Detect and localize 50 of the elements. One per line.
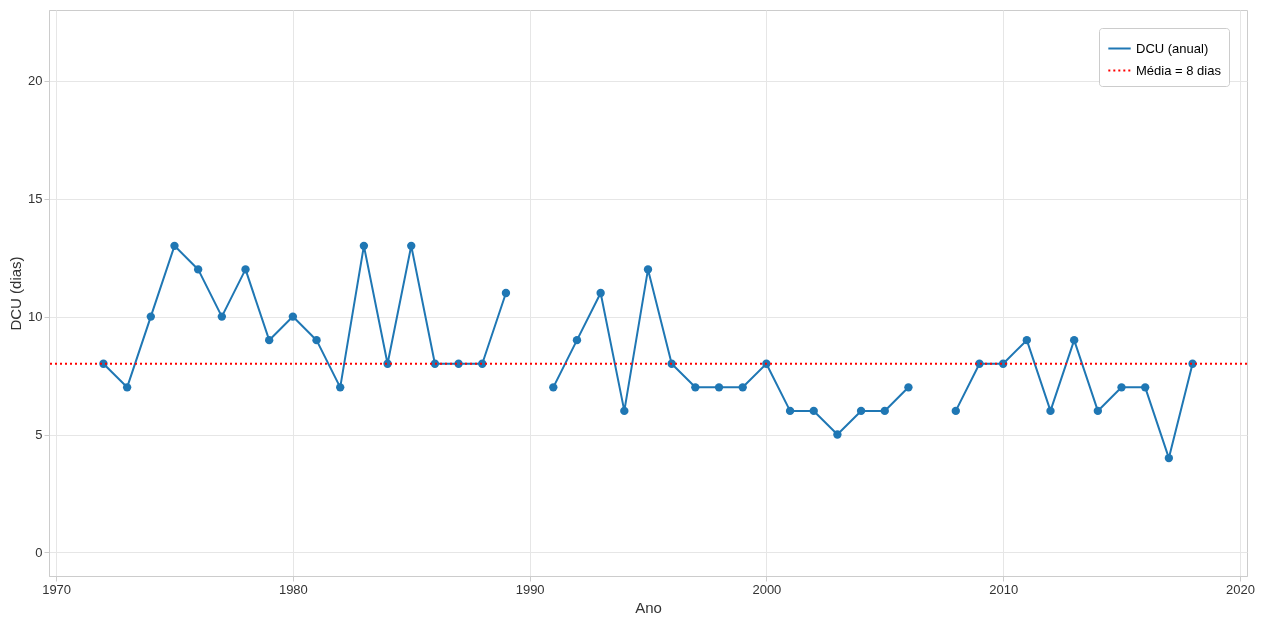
point: [549, 383, 558, 392]
point: [904, 383, 913, 392]
y-tick-label: 15: [28, 191, 43, 207]
point: [1046, 406, 1055, 416]
x-tick-label: 2020: [1225, 581, 1255, 597]
point: [217, 312, 227, 321]
x-tick-label: 2000: [752, 581, 782, 597]
y-tick-label: 10: [28, 309, 43, 325]
x-tick-label: 1970: [42, 581, 72, 597]
y-tick-label: 0: [35, 544, 43, 560]
point: [336, 383, 345, 392]
point: [241, 265, 250, 274]
point: [170, 241, 179, 251]
point: [951, 406, 960, 416]
x-tick-label: 1990: [515, 581, 545, 597]
x-tick-label: 1980: [278, 581, 308, 597]
point: [691, 383, 700, 392]
point: [620, 406, 629, 416]
point: [880, 406, 889, 416]
point: [738, 383, 747, 392]
point: [146, 312, 155, 321]
point: [1117, 383, 1126, 392]
point: [809, 406, 818, 416]
point: [1093, 406, 1103, 416]
point: [288, 312, 298, 321]
point: [1069, 335, 1079, 345]
point: [1164, 453, 1174, 463]
point: [643, 265, 653, 274]
point: [501, 288, 511, 298]
y-axis-title: DCU (dias): [7, 256, 25, 331]
point: [407, 241, 416, 251]
point: [312, 335, 321, 345]
point: [265, 335, 274, 345]
x-axis-title: Ano: [635, 598, 662, 616]
point: [572, 335, 582, 345]
point: [122, 383, 132, 392]
point: [596, 288, 605, 298]
point: [193, 265, 203, 274]
point: [359, 241, 369, 251]
point: [714, 383, 724, 392]
point: [1141, 383, 1150, 392]
point: [785, 406, 795, 416]
y-tick-label: 5: [35, 427, 43, 442]
y-tick-label: 20: [28, 73, 43, 89]
legend-label: DCU (anual): [1136, 40, 1209, 56]
legend-label: Média = 8 dias: [1136, 62, 1222, 78]
x-tick-label: 2010: [989, 581, 1019, 597]
point: [856, 406, 866, 416]
point: [1022, 335, 1031, 345]
point: [833, 430, 842, 439]
